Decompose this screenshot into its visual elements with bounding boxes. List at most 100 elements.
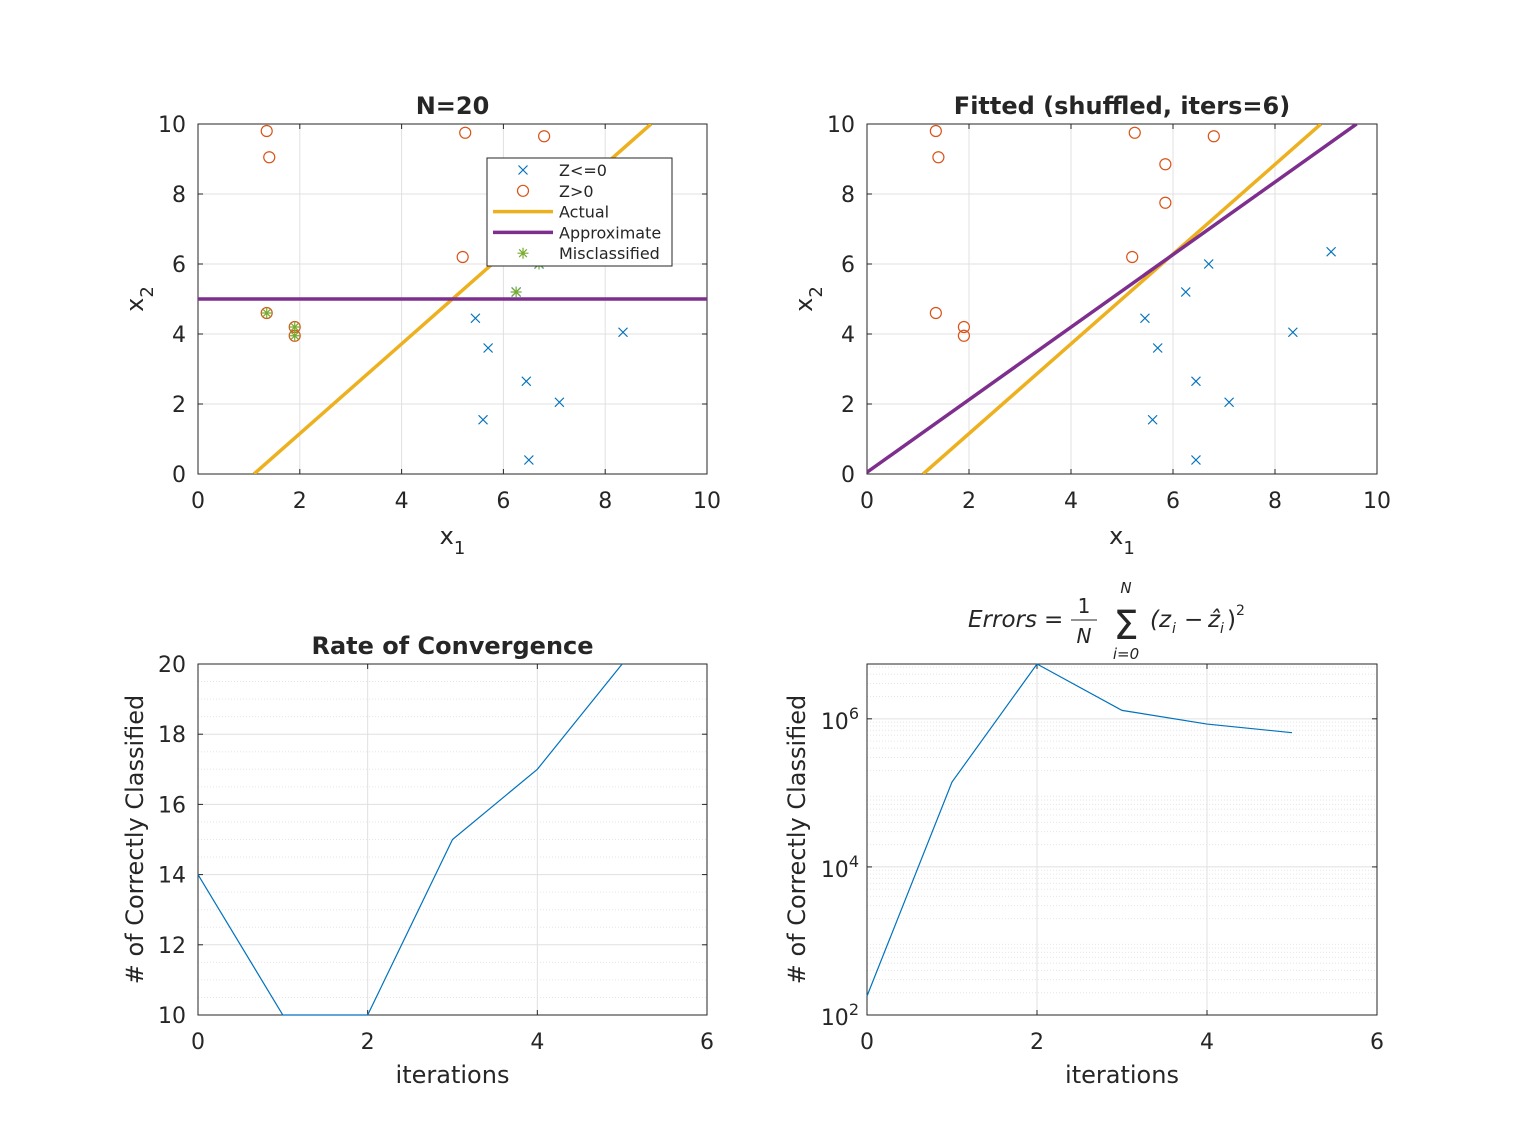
legend-entry-label: Actual bbox=[559, 203, 609, 222]
formula-sum-upper: N bbox=[1120, 579, 1131, 597]
point-neg-marker bbox=[1140, 313, 1150, 324]
point-neg-marker bbox=[1180, 287, 1191, 297]
x-tick-label: 6 bbox=[1166, 489, 1180, 514]
y-tick-label: 16 bbox=[158, 793, 186, 818]
point-neg-marker bbox=[521, 376, 532, 387]
x-tick-label: 2 bbox=[962, 489, 976, 514]
point-pos-marker bbox=[929, 306, 942, 320]
y-tick-label: 6 bbox=[841, 253, 855, 278]
y-tick-label: 8 bbox=[172, 183, 186, 208]
formula-errors: Errors bbox=[968, 607, 1037, 633]
y-tick-label: 14 bbox=[158, 864, 186, 889]
y-tick-label: 102 bbox=[821, 1000, 859, 1031]
formula-sub: i bbox=[1220, 621, 1224, 637]
y-tick-label: 12 bbox=[158, 934, 186, 959]
x-axis-label: iterations bbox=[1065, 1061, 1179, 1089]
formula-denominator: N bbox=[1077, 624, 1092, 648]
legend-entry-label: Misclassified bbox=[559, 244, 660, 263]
y-tick-label: 18 bbox=[158, 723, 186, 748]
legend-entry-label: Z>0 bbox=[559, 182, 594, 201]
y-tick-label: 2 bbox=[172, 393, 186, 418]
y-tick-label: 8 bbox=[841, 183, 855, 208]
misclassified-marker bbox=[289, 321, 301, 333]
x-tick-label: 4 bbox=[1200, 1030, 1214, 1055]
point-neg-marker bbox=[1191, 376, 1201, 387]
formula-sub: i bbox=[1172, 621, 1176, 637]
axes-box bbox=[866, 663, 1378, 1016]
series-line bbox=[197, 663, 623, 1016]
point-pos-marker bbox=[929, 124, 942, 138]
misclassified-marker bbox=[289, 330, 301, 342]
point-pos-marker bbox=[516, 184, 530, 197]
y-tick-label: 2 bbox=[841, 393, 855, 418]
x-tick-label: 8 bbox=[1268, 489, 1282, 514]
chart-title-formula: Errors =1N ΣNi=0(z i − ẑ i) 2 bbox=[968, 579, 1245, 663]
chart-panel-3: 0 2 4 6 10 12 14 16 18 20 Rate of Convergence itera… bbox=[121, 632, 714, 1089]
formula-numerator: 1 bbox=[1078, 594, 1091, 618]
y-tick-label: 20 bbox=[158, 653, 186, 678]
point-pos-marker bbox=[260, 124, 273, 138]
formula-term-hat: ẑ bbox=[1207, 607, 1221, 633]
formula-sum-lower: i=0 bbox=[1113, 645, 1139, 663]
y-axis-label: # of Correctly Classified bbox=[783, 695, 811, 985]
y-tick-label: 104 bbox=[821, 852, 859, 883]
approximate-line bbox=[867, 124, 1358, 474]
chart-panel-2: 0 2 4 6 8 10 0 2 4 6 8 10 Fitted (shuffled, iters=6)… bbox=[790, 92, 1391, 559]
chart-title: Fitted (shuffled, iters=6) bbox=[954, 92, 1290, 120]
x-tick-label: 4 bbox=[395, 489, 409, 514]
x-axis-label: iterations bbox=[396, 1061, 510, 1089]
x-tick-label: 2 bbox=[293, 489, 307, 514]
x-tick-label: 8 bbox=[598, 489, 612, 514]
y-axis-label: # of Correctly Classified bbox=[121, 695, 149, 985]
point-neg-marker bbox=[1287, 327, 1298, 338]
x-tick-label: 0 bbox=[860, 489, 874, 514]
point-pos-marker bbox=[1159, 196, 1172, 209]
x-axis-label: x1 bbox=[1109, 522, 1135, 559]
y-tick-label: 106 bbox=[821, 704, 859, 735]
formula-minus: − bbox=[1184, 607, 1203, 633]
point-neg-marker bbox=[483, 343, 494, 353]
point-pos-marker bbox=[1159, 158, 1172, 171]
x-tick-label: 10 bbox=[693, 489, 721, 514]
series-line bbox=[866, 663, 1293, 997]
y-axis-label: x2 bbox=[790, 286, 827, 312]
point-neg-marker bbox=[518, 165, 528, 175]
y-tick-label: 4 bbox=[172, 323, 186, 348]
point-pos-marker bbox=[538, 130, 551, 143]
axes-box bbox=[866, 123, 1378, 475]
y-axis-label: x2 bbox=[121, 286, 158, 312]
y-tick-label: 6 bbox=[172, 253, 186, 278]
misclassified-marker bbox=[261, 307, 273, 319]
legend-entry-label: Z<=0 bbox=[559, 161, 607, 180]
x-tick-label: 6 bbox=[1370, 1030, 1384, 1055]
x-tick-label: 10 bbox=[1363, 489, 1391, 514]
formula-paren: ) bbox=[1227, 607, 1236, 633]
x-axis-label: x1 bbox=[440, 522, 466, 559]
point-neg-marker bbox=[1224, 397, 1235, 408]
x-tick-label: 6 bbox=[496, 489, 510, 514]
point-neg-marker bbox=[1191, 455, 1201, 465]
point-neg-marker bbox=[470, 313, 481, 324]
misclassified-marker bbox=[517, 247, 529, 259]
point-pos-marker bbox=[957, 320, 971, 334]
y-tick-label: 10 bbox=[827, 113, 855, 138]
chart-panel-1: 0 2 4 6 8 10 0 2 4 6 8 10 N=20 x1 x2 Z<=0 Z>0 ActualAppro… bbox=[121, 92, 721, 559]
axes-box bbox=[197, 663, 708, 1016]
point-neg-marker bbox=[554, 397, 565, 408]
misclassified-marker bbox=[510, 286, 522, 298]
chart-title: N=20 bbox=[416, 92, 490, 120]
point-neg-marker bbox=[1203, 259, 1214, 269]
formula-term: (z bbox=[1150, 607, 1172, 633]
y-tick-label: 0 bbox=[172, 463, 186, 488]
x-tick-label: 0 bbox=[191, 489, 205, 514]
x-tick-label: 6 bbox=[700, 1030, 714, 1055]
formula-equals: = bbox=[1044, 607, 1063, 633]
point-pos-marker bbox=[1126, 250, 1139, 264]
formula-exp: 2 bbox=[1236, 603, 1245, 619]
plot-area bbox=[867, 664, 1377, 1015]
y-tick-label: 0 bbox=[841, 463, 855, 488]
x-tick-label: 0 bbox=[191, 1030, 205, 1055]
